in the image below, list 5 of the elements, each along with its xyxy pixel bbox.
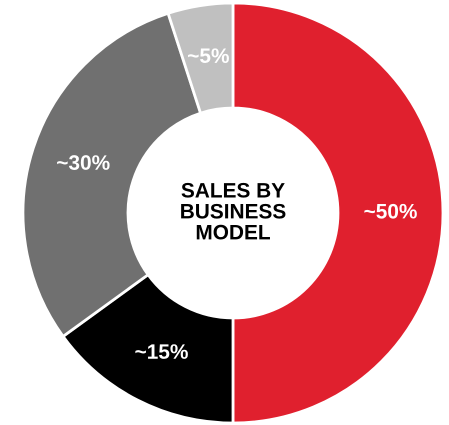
data-label: ~5%: [188, 48, 229, 64]
data-label: ~50%: [364, 204, 417, 219]
data-label: ~15%: [135, 344, 188, 359]
text: SALES BY BUSINESS MODEL: [181, 182, 286, 240]
data-label: ~30%: [57, 155, 110, 170]
